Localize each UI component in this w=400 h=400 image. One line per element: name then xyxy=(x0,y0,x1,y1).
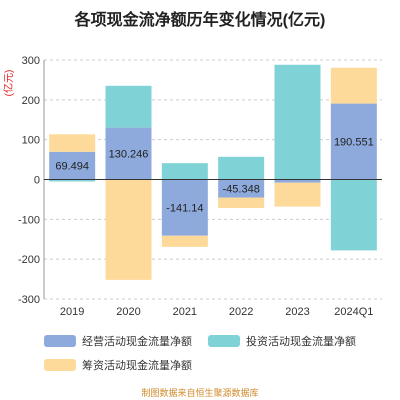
bar-investing-2022 xyxy=(218,156,265,180)
legend-swatch xyxy=(44,359,76,371)
bar-investing-2019 xyxy=(49,179,96,182)
bar-operating-2023 xyxy=(274,179,321,183)
axis: -300 -200 -100 0 100 200 300 2019 2020 2021 2022 20… xyxy=(18,55,382,318)
data-label: -141.14 xyxy=(166,203,203,215)
bars xyxy=(49,64,377,280)
data-label: 190.551 xyxy=(334,137,374,149)
data-label: 69.494 xyxy=(55,161,89,173)
x-tick-label: 2019 xyxy=(60,306,84,318)
bar-financing-2019 xyxy=(49,134,96,152)
legend-item: 投资活动现金流量净额 xyxy=(208,333,356,349)
grid-lines xyxy=(44,59,382,300)
y-tick-label: 100 xyxy=(22,135,40,147)
bar-investing-2020 xyxy=(105,85,152,128)
legend-swatch xyxy=(44,335,76,347)
x-tick-label: 2024Q1 xyxy=(334,306,373,318)
bar-investing-2021 xyxy=(161,163,208,180)
y-tick-label: -200 xyxy=(18,254,40,266)
x-tick-label: 2023 xyxy=(285,306,309,318)
bar-operating-2022 xyxy=(218,179,265,198)
bar-operating-2019 xyxy=(49,151,96,180)
bar-operating-2020 xyxy=(105,127,152,180)
legend-label: 投资活动现金流量净额 xyxy=(246,336,356,348)
x-tick-label: 2020 xyxy=(116,306,140,318)
source-note: 制图数据来自恒生聚源数据库 xyxy=(141,388,259,398)
bar-operating-2021 xyxy=(161,179,208,236)
bar-financing-2021 xyxy=(161,235,208,247)
data-labels: 69.494 130.246 -141.14 -45.348 190.551 xyxy=(55,137,373,215)
bar-investing-2023 xyxy=(274,64,321,180)
x-tick-label: 2022 xyxy=(229,306,253,318)
legend-label: 筹资活动现金流量净额 xyxy=(82,360,192,372)
bar-financing-2022 xyxy=(218,197,265,208)
data-label: -45.348 xyxy=(223,184,260,196)
legend-item: 经营活动现金流量净额 xyxy=(44,333,192,349)
y-tick-label: -300 xyxy=(18,294,40,306)
y-tick-label: 200 xyxy=(22,95,40,107)
legend-item: 筹资活动现金流量净额 xyxy=(44,357,192,373)
bar-financing-2023 xyxy=(274,182,321,207)
bar-financing-2024Q1 xyxy=(330,67,377,104)
y-tick-label: 0 xyxy=(34,175,40,187)
legend-label: 经营活动现金流量净额 xyxy=(82,336,192,348)
chart-title: 各项现金流净额历年变化情况(亿元) xyxy=(74,12,326,29)
x-tick-label: 2021 xyxy=(173,306,197,318)
y-tick-label: 300 xyxy=(22,55,40,67)
data-label: 130.246 xyxy=(109,149,149,161)
y-tick-label: -100 xyxy=(18,214,40,226)
legend-swatch xyxy=(208,335,240,347)
y-axis-unit-label: (亿元) xyxy=(2,70,15,97)
bar-operating-2024Q1 xyxy=(330,103,377,180)
bar-financing-2020 xyxy=(105,179,152,280)
bar-investing-2024Q1 xyxy=(330,179,377,251)
